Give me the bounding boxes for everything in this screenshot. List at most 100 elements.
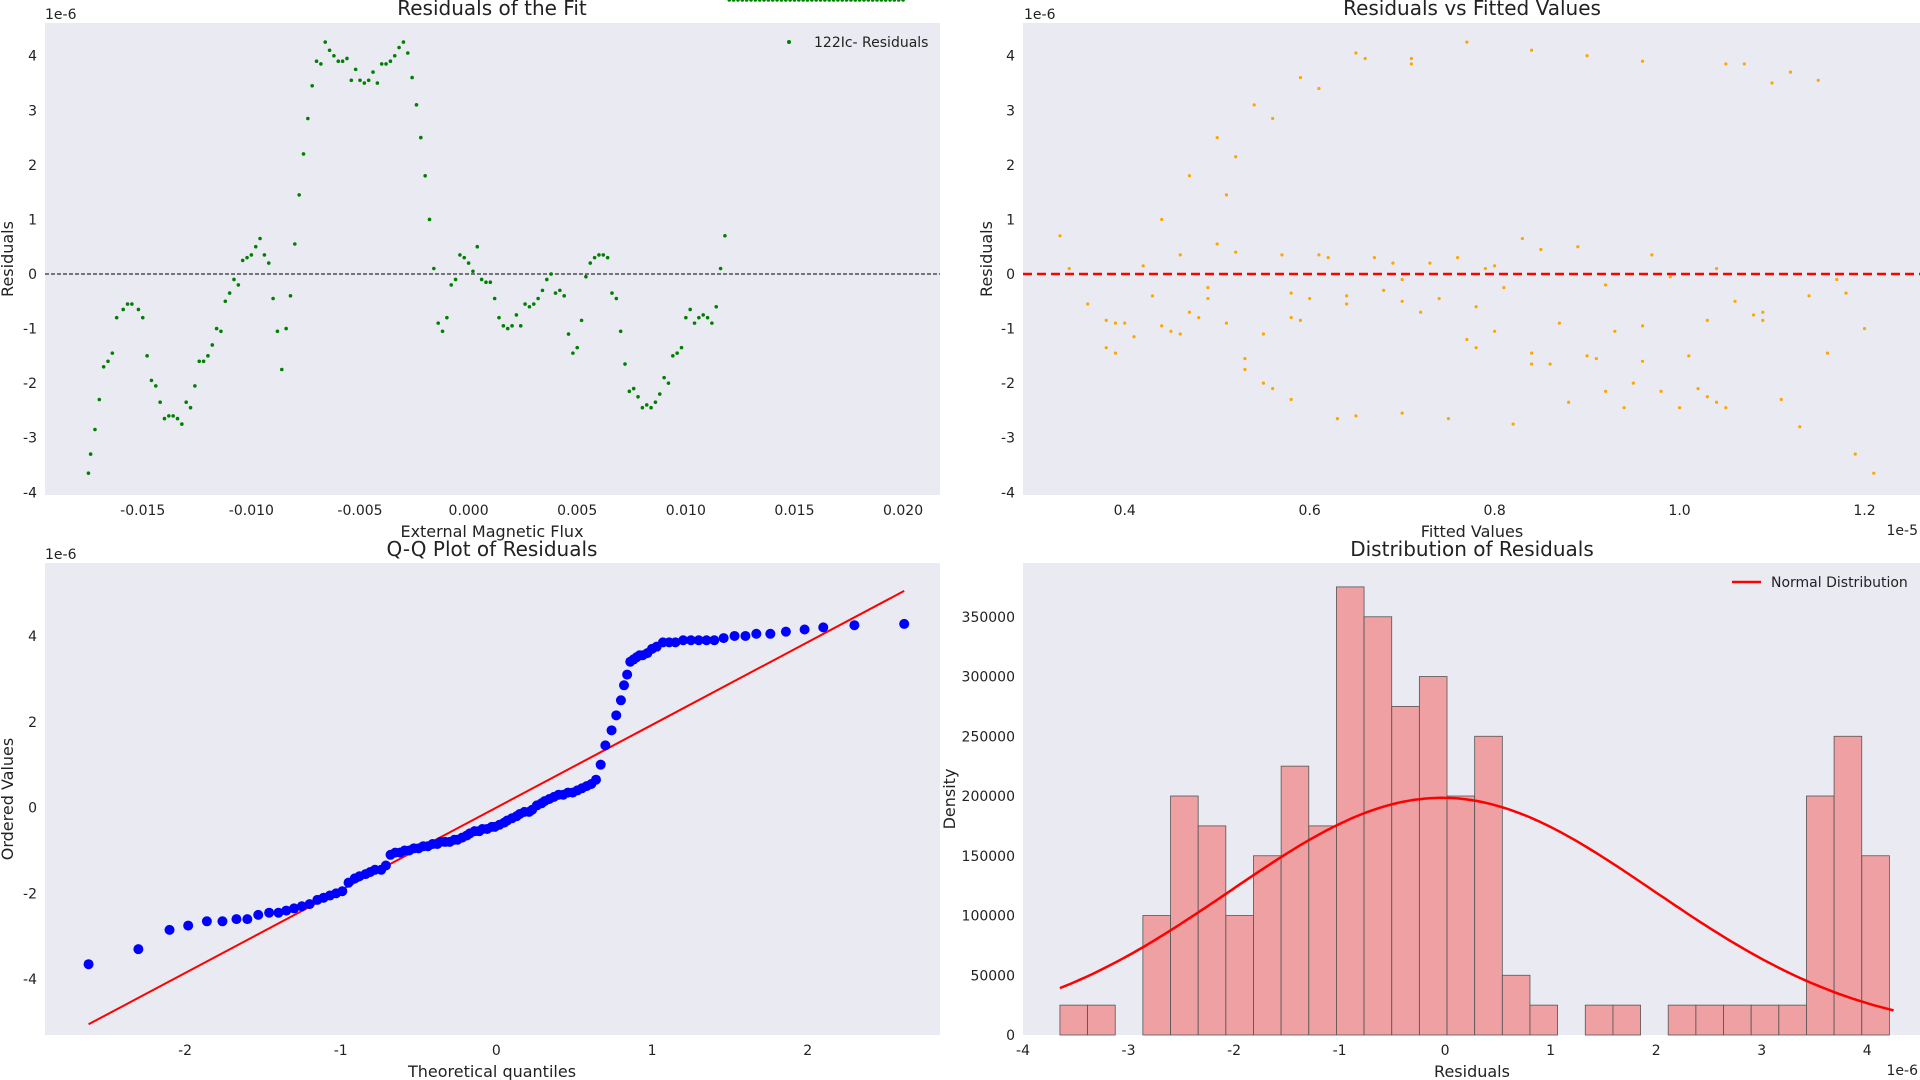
data-point [284,326,288,331]
y-offset-label: 1e-6 [45,547,77,563]
panel-residuals-vs-fitted: 0.4 0.6 0.8 1.0 1.2 -4 -3 -2 -1 0 1 2 3 4 Residuals v… [977,0,1920,541]
data-point [558,288,562,293]
data-point [392,53,397,58]
data-point [242,914,253,925]
data-point [440,329,445,334]
data-point [749,0,753,2]
data-point [1104,346,1108,350]
histogram-bar [1667,1004,1697,1036]
data-point [427,217,432,222]
data-point [319,62,323,66]
x-tick-label: -2 [178,1043,192,1059]
data-point [595,759,606,770]
data-point [571,351,575,355]
data-point [475,244,480,249]
data-point [1862,326,1867,331]
data-point [597,253,601,257]
data-point [171,414,175,418]
data-point [606,725,617,736]
data-point [1224,321,1229,325]
x-tick-label: 0.020 [883,503,923,519]
y-tick-label: 4 [28,629,37,645]
data-point [219,329,223,334]
data-point [709,635,720,646]
data-point [1520,236,1524,241]
histogram-bar [1197,825,1227,1036]
x-tick-label: 0 [1441,1043,1450,1059]
x-tick-label: 1 [1546,1043,1555,1059]
legend: 122Ic- Residuals [787,35,928,51]
data-point [297,193,301,197]
chart-title: Q-Q Plot of Residuals [387,537,598,561]
data-point [1465,337,1469,342]
data-point [675,351,679,355]
data-point [1141,264,1145,268]
data-point [718,266,723,271]
x-tick-label: 4 [1863,1043,1872,1059]
data-point [1687,354,1691,358]
data-point [1187,310,1192,314]
histogram-bar [1087,1004,1116,1036]
y-tick-label: 250000 [962,729,1015,745]
histogram-bar [1584,1004,1614,1036]
data-point [1252,103,1256,107]
histogram-bar [1059,1004,1088,1036]
x-tick-label: 0.005 [557,503,597,519]
x-tick-label: -0.015 [120,503,165,519]
data-point [371,70,375,74]
data-point [896,0,901,2]
data-point [1298,318,1303,322]
data-point [1086,302,1090,306]
data-point [1261,332,1266,336]
data-point [193,384,197,388]
data-point [1243,356,1247,361]
data-point [1354,51,1358,55]
histogram-bar [1612,1004,1641,1036]
data-point [622,669,633,680]
data-point [153,384,158,388]
data-point [1631,381,1635,385]
data-point [1751,313,1756,317]
data-point [623,362,627,366]
data-point [1603,389,1608,393]
qq-fit-line [88,590,905,1026]
y-tick-label: 0 [1006,267,1015,283]
data-point [1298,75,1303,80]
chart-title: Distribution of Residuals [1350,537,1594,561]
x-axis-label: Theoretical quantiles [407,1062,576,1080]
data-point [875,0,879,2]
data-point [271,296,275,301]
data-point [1483,266,1487,271]
data-point [1714,266,1719,271]
data-point [692,321,697,325]
histogram-bar [1474,735,1503,1036]
data-point [249,253,254,257]
data-point [799,624,810,635]
data-point [549,272,553,276]
x-tick-label: -0.005 [337,503,382,519]
data-point [488,280,493,284]
data-point [783,0,788,2]
data-point [262,253,267,257]
data-point [306,116,310,121]
data-point [323,40,328,44]
y-tick-label: 50000 [970,968,1015,984]
histogram-bar [1253,855,1282,1036]
data-point [110,351,115,355]
plot-area [45,563,940,1035]
data-point [566,332,571,336]
data-point [245,255,249,260]
y-tick-label: -2 [23,886,37,902]
data-point [1261,381,1266,385]
x-tick-label: -1 [334,1043,348,1059]
normal-distribution-curve [1059,796,1894,1012]
data-point [1622,406,1626,410]
data-point [83,959,94,970]
data-point [697,315,701,320]
data-point [514,313,519,317]
data-point [1271,116,1275,121]
y-tick-label: 100000 [962,909,1015,925]
data-point [1104,318,1108,322]
data-point [670,637,681,648]
data-point [1493,329,1497,333]
